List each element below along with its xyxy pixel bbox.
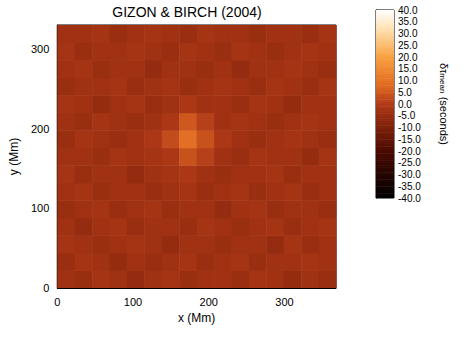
svg-text:-35.0: -35.0	[398, 181, 421, 192]
svg-text:10.0: 10.0	[398, 75, 418, 86]
svg-text:35.0: 35.0	[398, 16, 418, 27]
svg-text:200: 200	[200, 296, 218, 308]
svg-text:0: 0	[54, 296, 60, 308]
svg-text:y (Mm): y (Mm)	[7, 138, 21, 175]
svg-text:15.0: 15.0	[398, 63, 418, 74]
svg-text:x (Mm): x (Mm)	[178, 311, 215, 325]
svg-text:-15.0: -15.0	[398, 134, 421, 145]
svg-text:-25.0: -25.0	[398, 157, 421, 168]
svg-text:GIZON & BIRCH (2004): GIZON & BIRCH (2004)	[112, 4, 261, 20]
svg-text:20.0: 20.0	[398, 52, 418, 63]
svg-text:-5.0: -5.0	[398, 110, 416, 121]
svg-text:-10.0: -10.0	[398, 122, 421, 133]
svg-text:300: 300	[275, 296, 293, 308]
svg-text:200: 200	[31, 123, 49, 135]
svg-text:δτ: δτ	[438, 63, 450, 74]
svg-text:100: 100	[31, 202, 49, 214]
svg-text:-40.0: -40.0	[398, 193, 421, 204]
svg-text:0: 0	[43, 282, 49, 294]
svg-text:0.0: 0.0	[398, 99, 412, 110]
svg-text:mean: mean	[438, 73, 447, 93]
svg-text:30.0: 30.0	[398, 28, 418, 39]
svg-text:25.0: 25.0	[398, 40, 418, 51]
svg-text:-20.0: -20.0	[398, 146, 421, 157]
svg-text:300: 300	[31, 43, 49, 55]
svg-text:(seconds): (seconds)	[438, 97, 450, 145]
svg-text:100: 100	[124, 296, 142, 308]
svg-text:-30.0: -30.0	[398, 169, 421, 180]
svg-text:5.0: 5.0	[398, 87, 412, 98]
svg-text:40.0: 40.0	[398, 5, 418, 16]
